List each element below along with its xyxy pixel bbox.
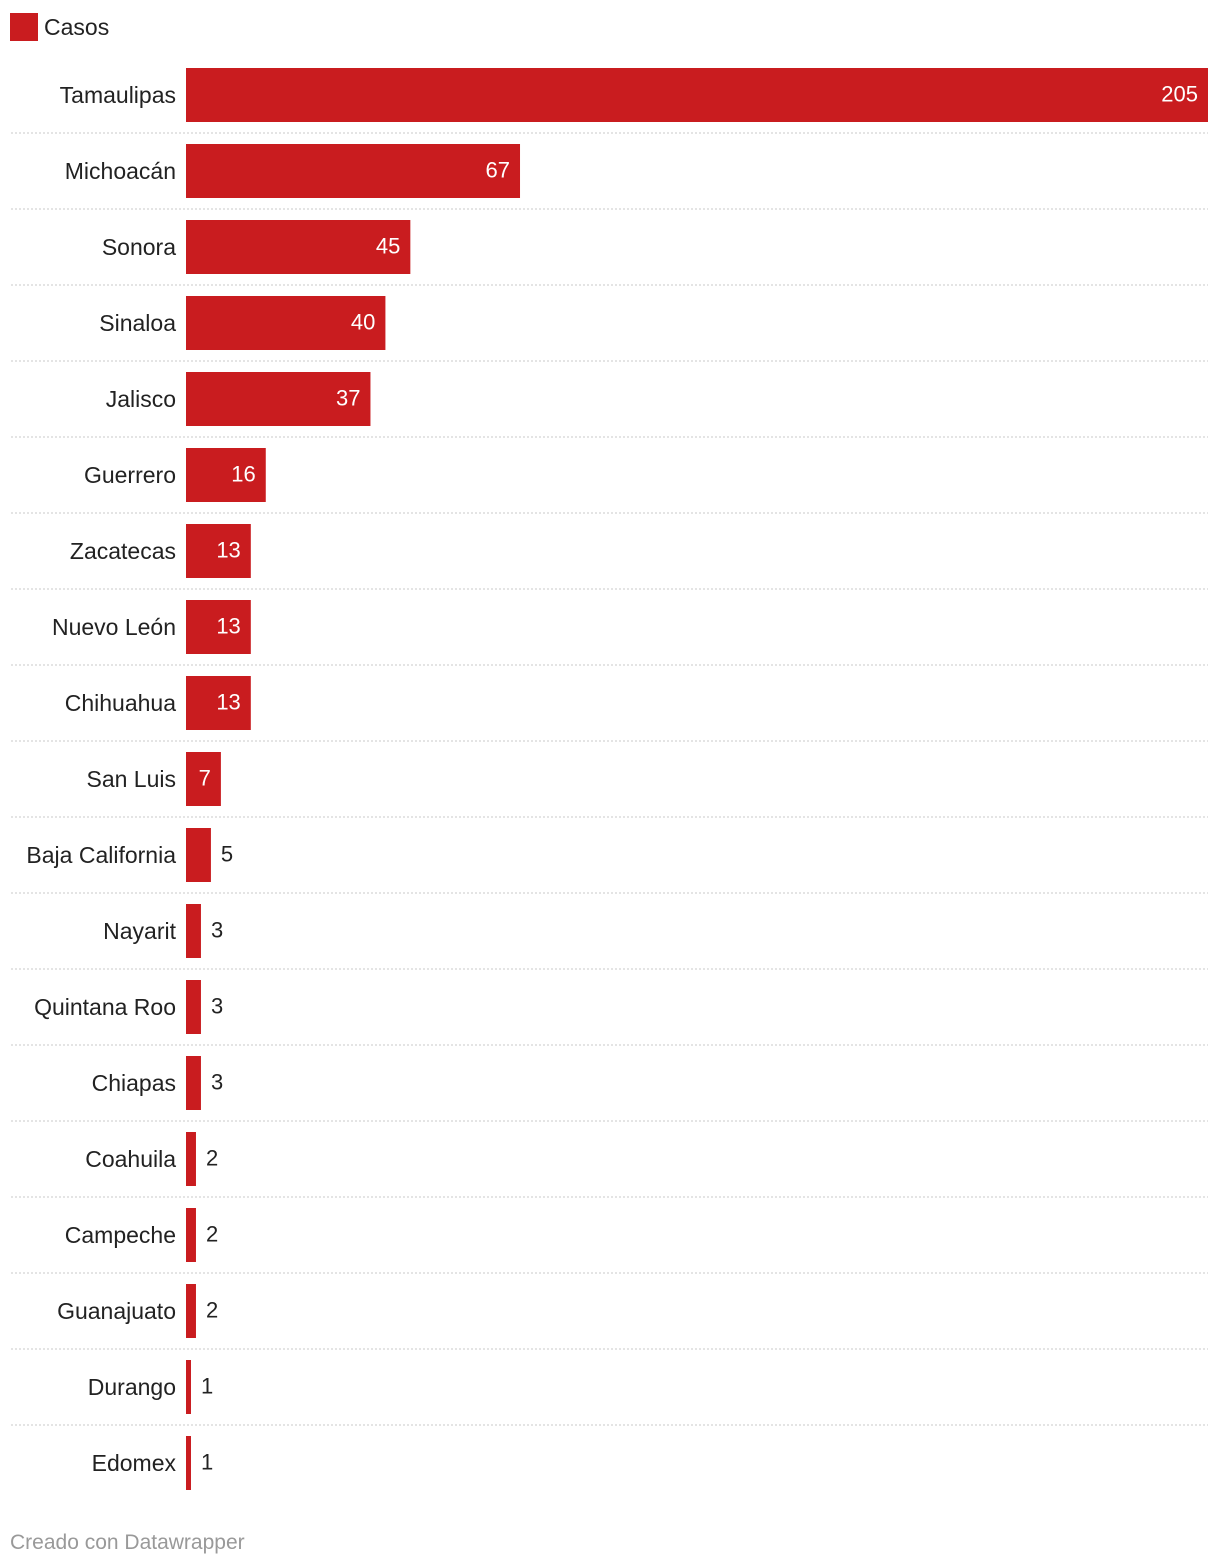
value-label: 2 [206, 1222, 218, 1247]
category-label: Edomex [92, 1450, 177, 1476]
value-label: 3 [211, 1070, 223, 1095]
value-label: 45 [376, 234, 400, 259]
chart-legend: Casos [10, 11, 109, 43]
bar [186, 296, 386, 350]
value-label: 37 [336, 386, 360, 411]
category-label: Coahuila [85, 1146, 176, 1172]
category-label: Baja California [26, 842, 176, 868]
bar [186, 220, 411, 274]
bar [186, 524, 251, 578]
category-label: Guerrero [84, 462, 176, 488]
category-label: Jalisco [106, 386, 176, 412]
value-label: 13 [216, 538, 240, 563]
bar [186, 1284, 196, 1338]
category-label: Chihuahua [65, 690, 176, 716]
bar [186, 448, 266, 502]
bar [186, 1360, 191, 1414]
category-label: Michoacán [65, 158, 176, 184]
value-label: 2 [206, 1298, 218, 1323]
bar [186, 828, 211, 882]
category-label: Nayarit [103, 918, 176, 944]
category-label: Tamaulipas [60, 82, 176, 108]
bar [186, 676, 251, 730]
bar [186, 904, 201, 958]
value-label: 7 [199, 766, 211, 791]
value-label: 205 [1161, 82, 1198, 107]
value-label: 16 [231, 462, 255, 487]
category-label: Zacatecas [70, 538, 176, 564]
value-label: 40 [351, 310, 375, 335]
bar [186, 68, 1208, 122]
value-label: 1 [201, 1450, 213, 1475]
category-label: Durango [88, 1374, 176, 1400]
category-label: Nuevo León [52, 614, 176, 640]
value-label: 2 [206, 1146, 218, 1171]
value-label: 67 [486, 158, 510, 183]
category-label: Sonora [102, 234, 176, 260]
value-label: 3 [211, 918, 223, 943]
category-label: Campeche [65, 1222, 176, 1248]
value-label: 1 [201, 1374, 213, 1399]
category-label: San Luis [86, 766, 176, 792]
bar [186, 1436, 191, 1490]
legend-label: Casos [44, 14, 110, 40]
bar [186, 600, 251, 654]
legend-swatch [10, 13, 38, 41]
value-label: 5 [221, 842, 233, 867]
bar [186, 372, 371, 426]
category-label: Guanajuato [57, 1298, 176, 1324]
bar [186, 1208, 196, 1262]
value-label: 13 [216, 690, 240, 715]
value-label: 13 [216, 614, 240, 639]
bar [186, 144, 521, 198]
bar [186, 1132, 196, 1186]
footer-credit: Creado con Datawrapper [10, 1531, 245, 1554]
bar [186, 1056, 201, 1110]
category-label: Chiapas [92, 1070, 176, 1096]
bar [186, 752, 221, 806]
bar [186, 980, 201, 1034]
category-label: Sinaloa [99, 310, 176, 336]
category-label: Quintana Roo [34, 994, 176, 1020]
value-label: 3 [211, 994, 223, 1019]
